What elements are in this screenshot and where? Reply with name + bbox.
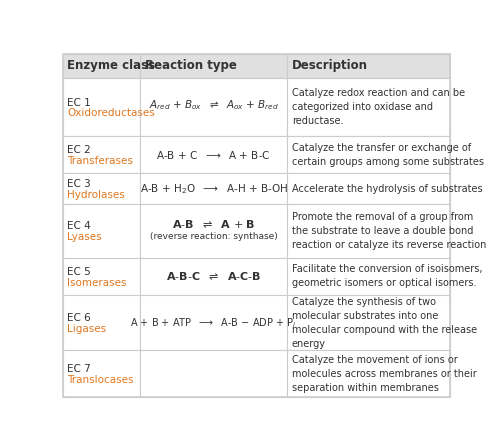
Text: A-B $+$ C  $\longrightarrow$  A $+$ B-C: A-B $+$ C $\longrightarrow$ A $+$ B-C — [156, 149, 271, 161]
Bar — [140, 204, 287, 257]
Bar — [62, 351, 140, 397]
Text: Catalyze the transfer or exchange of
certain groups among some substrates: Catalyze the transfer or exchange of cer… — [292, 143, 484, 167]
Bar — [62, 136, 140, 173]
Text: $\mathbf{A}$-$\mathbf{B}$-$\mathbf{C}$  $\rightleftharpoons$  $\mathbf{A}$-$\mat: $\mathbf{A}$-$\mathbf{B}$-$\mathbf{C}$ $… — [166, 270, 262, 282]
Bar — [287, 351, 450, 397]
Text: Facilitate the conversion of isoisomers,
geometric isomers or optical isomers.: Facilitate the conversion of isoisomers,… — [292, 264, 482, 288]
Text: Promote the removal of a group from
the substrate to leave a double bond
reactio: Promote the removal of a group from the … — [292, 212, 486, 250]
Text: $\mathbf{A}$-$\mathbf{B}$  $\rightleftharpoons$  $\mathbf{A}$ $+$ $\mathbf{B}$: $\mathbf{A}$-$\mathbf{B}$ $\rightlefthar… — [172, 218, 256, 230]
Bar — [62, 78, 140, 136]
Bar — [287, 257, 450, 295]
Text: Catalyze the movement of ions or
molecules across membranes or their
separation : Catalyze the movement of ions or molecul… — [292, 355, 476, 392]
Bar — [62, 257, 140, 295]
Text: A-B $+$ H$_2$O  $\longrightarrow$  A-H $+$ B-OH: A-B $+$ H$_2$O $\longrightarrow$ A-H $+$… — [140, 182, 288, 196]
Text: EC 3: EC 3 — [67, 179, 91, 190]
Bar — [287, 204, 450, 257]
Bar — [62, 204, 140, 257]
Text: EC 5: EC 5 — [67, 267, 91, 277]
Text: A $+$ B $+$ ATP  $\longrightarrow$  A-B $-$ ADP $+$ P$_i$: A $+$ B $+$ ATP $\longrightarrow$ A-B $-… — [130, 316, 297, 330]
Text: EC 2: EC 2 — [67, 145, 91, 155]
Text: Catalyze redox reaction and can be
categorized into oxidase and
reductase.: Catalyze redox reaction and can be categ… — [292, 88, 465, 126]
Text: Isomerases: Isomerases — [67, 277, 126, 288]
Text: Oxidoreductases: Oxidoreductases — [67, 108, 155, 118]
Text: EC 1: EC 1 — [67, 98, 91, 107]
Text: (reverse reaction: synthase): (reverse reaction: synthase) — [150, 232, 278, 241]
Text: Description: Description — [292, 59, 368, 72]
Text: Reaction type: Reaction type — [144, 59, 236, 72]
Text: Translocases: Translocases — [67, 375, 134, 385]
Text: EC 4: EC 4 — [67, 222, 91, 231]
Bar — [140, 136, 287, 173]
Bar — [287, 136, 450, 173]
Bar — [287, 295, 450, 351]
Text: EC 6: EC 6 — [67, 314, 91, 323]
Text: Lyases: Lyases — [67, 232, 102, 242]
Text: Ligases: Ligases — [67, 324, 106, 334]
Bar — [140, 54, 287, 78]
Bar — [287, 54, 450, 78]
Text: Accelerate the hydrolysis of substrates: Accelerate the hydrolysis of substrates — [292, 184, 482, 194]
Bar — [140, 173, 287, 204]
Text: $A_{red}$ $+$ $B_{ox}$  $\rightleftharpoons$  $A_{ox}$ $+$ $B_{red}$: $A_{red}$ $+$ $B_{ox}$ $\rightleftharpoo… — [148, 99, 278, 112]
Text: Hydrolases: Hydrolases — [67, 190, 125, 200]
Bar — [140, 295, 287, 351]
Bar — [287, 173, 450, 204]
Bar — [140, 257, 287, 295]
Bar — [140, 78, 287, 136]
Text: Transferases: Transferases — [67, 156, 133, 166]
Bar — [62, 295, 140, 351]
Bar — [140, 351, 287, 397]
Text: Catalyze the synthesis of two
molecular substrates into one
molecular compound w: Catalyze the synthesis of two molecular … — [292, 297, 477, 349]
Bar — [62, 54, 140, 78]
Bar — [62, 173, 140, 204]
Text: Enzyme class: Enzyme class — [67, 59, 156, 72]
Bar — [287, 78, 450, 136]
Text: EC 7: EC 7 — [67, 364, 91, 374]
